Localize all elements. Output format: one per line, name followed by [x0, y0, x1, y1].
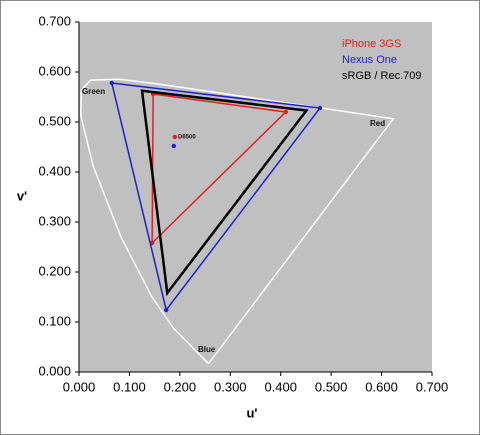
y-tick-label: 0.700 — [38, 13, 71, 28]
annotation: Red — [370, 119, 385, 128]
gamut-triangle — [110, 82, 322, 312]
y-tick-label: 0.300 — [38, 213, 71, 228]
x-tick-label: 0.600 — [365, 379, 398, 394]
y-tick-label: 0.100 — [38, 313, 71, 328]
annotation: Blue — [198, 345, 216, 354]
y-axis-label: v' — [17, 188, 27, 203]
legend-entry: iPhone 3GS — [342, 38, 401, 50]
x-tick-label: 0.000 — [63, 379, 96, 394]
white-point — [171, 143, 177, 149]
vertex-marker — [283, 109, 288, 115]
y-tick-label: 0.000 — [38, 363, 71, 378]
y-tick-label: 0.400 — [38, 163, 71, 178]
x-tick-label: 0.500 — [315, 379, 348, 394]
y-tick-label: 0.500 — [38, 113, 71, 128]
x-axis-label: u' — [246, 405, 257, 420]
legend-entry: sRGB / Rec.709 — [342, 70, 421, 82]
x-tick-label: 0.400 — [264, 379, 297, 394]
y-tick-label: 0.200 — [38, 263, 71, 278]
vertex-marker — [317, 105, 323, 111]
y-tick-label: 0.600 — [38, 63, 71, 78]
annotation: Green — [82, 87, 105, 96]
x-tick-label: 0.300 — [214, 379, 247, 394]
x-tick-label: 0.200 — [164, 379, 197, 394]
x-tick-label: 0.700 — [416, 379, 449, 394]
plot-area — [79, 22, 432, 372]
annotation: D6500 — [178, 135, 196, 141]
vertex-marker — [109, 80, 114, 86]
gamut-triangle — [140, 89, 309, 297]
white-point — [172, 134, 178, 140]
x-tick-label: 0.100 — [113, 379, 146, 394]
legend-entry: Nexus One — [342, 54, 397, 66]
vertex-marker — [164, 307, 169, 313]
